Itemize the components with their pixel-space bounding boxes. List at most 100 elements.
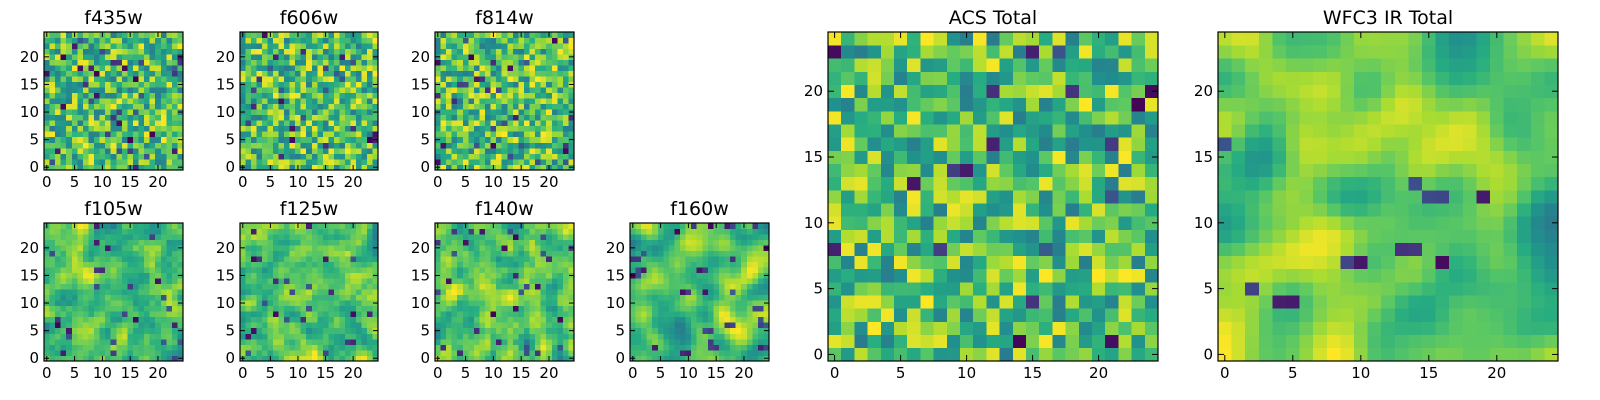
heatmap-cell bbox=[512, 272, 519, 279]
heatmap-cell bbox=[105, 54, 112, 60]
heatmap-cell bbox=[652, 261, 659, 268]
heatmap-cell bbox=[518, 65, 525, 71]
heatmap-cell bbox=[1131, 176, 1146, 191]
heatmap-cell bbox=[116, 142, 123, 149]
heatmap-cell bbox=[171, 305, 178, 312]
heatmap-cell bbox=[457, 234, 464, 240]
heatmap-cell bbox=[300, 239, 307, 246]
heatmap-cell bbox=[289, 305, 296, 312]
heatmap-cell bbox=[160, 228, 167, 235]
heatmap-cell bbox=[177, 65, 184, 71]
heatmap-cell bbox=[540, 267, 547, 274]
heatmap-cell bbox=[267, 250, 274, 257]
heatmap-cell bbox=[339, 103, 346, 110]
heatmap-cell bbox=[77, 70, 84, 77]
heatmap-cell bbox=[171, 239, 178, 246]
heatmap-cell bbox=[306, 289, 313, 296]
heatmap-cell bbox=[132, 54, 139, 60]
heatmap-cell bbox=[828, 150, 842, 164]
heatmap-cell bbox=[646, 333, 653, 340]
heatmap-cell bbox=[99, 147, 106, 154]
heatmap-cell bbox=[82, 87, 89, 94]
heatmap-cell bbox=[1039, 229, 1053, 243]
y-tick-label: 20 bbox=[411, 239, 430, 257]
axes-frame bbox=[43, 222, 184, 362]
heatmap-cell bbox=[132, 322, 139, 329]
heatmap-cell bbox=[77, 142, 84, 149]
heatmap-cell bbox=[333, 37, 340, 44]
heatmap-cell bbox=[121, 103, 128, 110]
heatmap-cell bbox=[149, 355, 156, 362]
heatmap-cell bbox=[71, 338, 78, 345]
heatmap-cell bbox=[132, 355, 139, 362]
heatmap-cell bbox=[155, 234, 162, 240]
heatmap-cell bbox=[735, 261, 742, 268]
heatmap-cell bbox=[490, 65, 497, 71]
heatmap-cell bbox=[77, 37, 84, 44]
heatmap-cell bbox=[144, 59, 150, 66]
heatmap-cell bbox=[339, 338, 346, 345]
heatmap-cell bbox=[468, 92, 475, 99]
heatmap-cell bbox=[344, 333, 351, 340]
heatmap-cell bbox=[166, 81, 173, 88]
heatmap-cell bbox=[361, 267, 368, 274]
heatmap-cell bbox=[457, 278, 464, 285]
heatmap-cell bbox=[479, 136, 486, 143]
heatmap-cell bbox=[344, 114, 351, 121]
heatmap-cell bbox=[171, 142, 178, 149]
heatmap-cell bbox=[1065, 229, 1080, 243]
heatmap-cell bbox=[311, 344, 318, 351]
heatmap-cell bbox=[562, 256, 569, 262]
heatmap-cell bbox=[295, 349, 302, 356]
heatmap-cell bbox=[49, 120, 56, 127]
heatmap-cell bbox=[635, 223, 642, 229]
heatmap-cell bbox=[718, 305, 725, 312]
heatmap-cell bbox=[973, 242, 987, 257]
heatmap-cell bbox=[763, 333, 770, 340]
heatmap-cells bbox=[630, 223, 770, 362]
heatmap-cell bbox=[680, 327, 686, 334]
heatmap-cell bbox=[1026, 176, 1040, 191]
heatmap-cell bbox=[99, 153, 106, 160]
heatmap-cell bbox=[557, 76, 564, 83]
heatmap-cell bbox=[894, 347, 908, 362]
heatmap-cell bbox=[177, 32, 184, 38]
heatmap-cell bbox=[110, 228, 117, 235]
heatmap-cell bbox=[457, 316, 464, 323]
heatmap-cell bbox=[485, 355, 491, 362]
heatmap-cell bbox=[1039, 321, 1053, 336]
heatmap-cell bbox=[691, 300, 698, 307]
heatmap-cell bbox=[350, 92, 357, 99]
heatmap-cell bbox=[306, 305, 313, 312]
heatmap-cell bbox=[457, 311, 464, 318]
y-tick-label: 0 bbox=[420, 349, 430, 367]
heatmap-cell bbox=[155, 65, 162, 71]
heatmap-cell bbox=[457, 322, 464, 329]
heatmap-cell bbox=[707, 300, 714, 307]
heatmap-cell bbox=[668, 239, 675, 246]
heatmap-cell bbox=[841, 295, 855, 309]
heatmap-cell bbox=[311, 333, 318, 340]
heatmap-cell bbox=[828, 189, 842, 204]
heatmap-cell bbox=[361, 272, 368, 279]
heatmap-cell bbox=[317, 54, 324, 60]
heatmap-cell bbox=[289, 278, 296, 285]
heatmap-cell bbox=[685, 289, 692, 296]
heatmap-cell bbox=[121, 98, 128, 105]
heatmap-cell bbox=[535, 344, 541, 351]
heatmap-cell bbox=[317, 76, 324, 83]
heatmap-cell bbox=[457, 103, 464, 110]
heatmap-cell bbox=[284, 43, 291, 49]
heatmap-cell bbox=[171, 70, 178, 77]
heatmap-cell bbox=[328, 278, 335, 285]
heatmap-cell bbox=[317, 153, 324, 160]
heatmap-cell bbox=[535, 355, 541, 362]
heatmap-cell bbox=[317, 81, 324, 88]
heatmap-cell bbox=[457, 250, 464, 257]
heatmap-cell bbox=[479, 289, 486, 296]
heatmap-cell bbox=[245, 164, 252, 171]
heatmap-cell bbox=[366, 98, 373, 105]
heatmap-cell bbox=[339, 136, 346, 143]
heatmap-cell bbox=[262, 136, 268, 143]
heatmap-cell bbox=[512, 48, 519, 55]
